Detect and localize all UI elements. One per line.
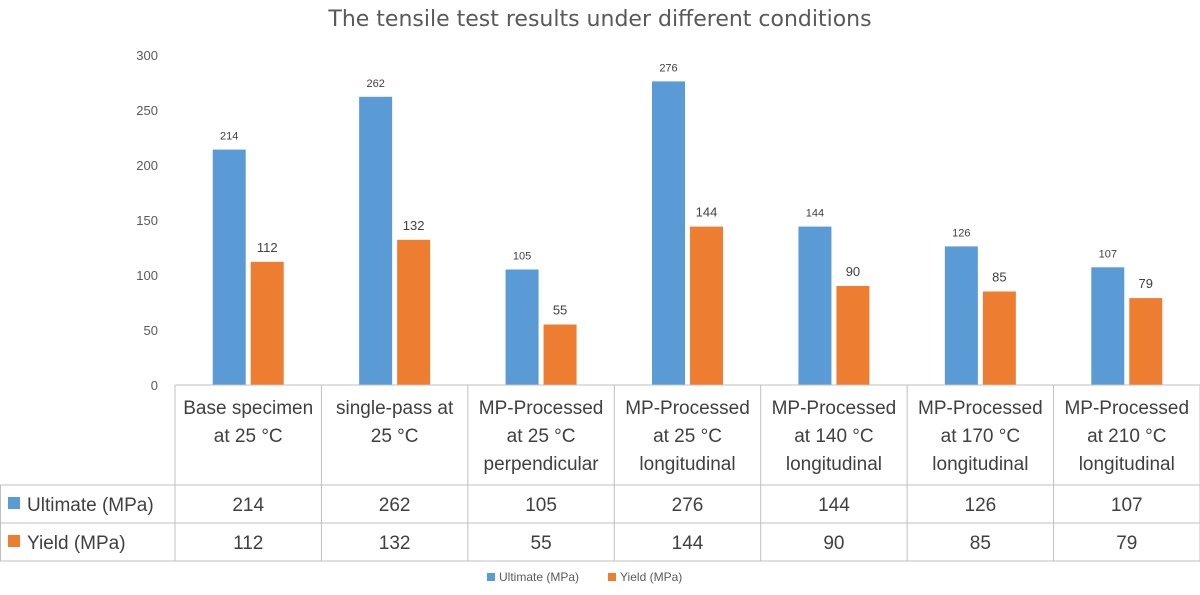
category-label-0: Base specimen at 25 °C — [183, 398, 313, 447]
bar-ultimate-3 — [652, 81, 685, 386]
data-label-ultimate-1: 262 — [366, 78, 384, 90]
data-table: Base specimen at 25 °C single-pass at 25 °C… — [0, 384, 1200, 562]
category-label-line: at 25 °C — [214, 426, 283, 447]
bar-yield-5 — [982, 291, 1016, 385]
bar-ultimate-6 — [1091, 267, 1125, 385]
category-label-line: 25 °C — [371, 426, 419, 447]
row-key-ultimate — [8, 497, 20, 509]
y-axis: 0 50 100 150 200 250 300 — [136, 48, 158, 393]
bar-yield-0 — [250, 261, 284, 385]
row-key-yield — [8, 535, 20, 547]
table-value-yield-6: 79 — [1116, 533, 1137, 554]
category-label-6: MP-Processed at 210 °C longitudinal — [1064, 398, 1189, 475]
table-value-yield-4: 90 — [823, 533, 844, 554]
y-tick-label-0: 0 — [151, 378, 158, 393]
category-label-line: longitudinal — [1079, 454, 1175, 475]
data-label-ultimate-3: 276 — [659, 62, 677, 74]
legend-swatch-yield — [608, 573, 616, 581]
data-label-ultimate-5: 126 — [952, 227, 970, 239]
bar-yield-2 — [543, 324, 577, 385]
y-tick-label-2: 100 — [136, 268, 158, 283]
bar-ultimate-4 — [798, 226, 832, 385]
category-label-line: perpendicular — [484, 454, 600, 475]
y-tick-label-1: 50 — [144, 323, 158, 338]
legend: Ultimate (MPa) Yield (MPa) — [487, 570, 682, 584]
bar-ultimate-5 — [944, 246, 978, 385]
bar-yield-6 — [1129, 298, 1163, 385]
table-value-ultimate-5: 126 — [965, 495, 997, 516]
y-tick-label-5: 250 — [136, 103, 158, 118]
table-value-yield-3: 144 — [672, 533, 704, 554]
category-label-line: MP-Processed — [479, 398, 604, 419]
legend-label-yield: Yield (MPa) — [620, 570, 682, 584]
bar-ultimate-2 — [505, 269, 539, 385]
table-value-ultimate-6: 107 — [1111, 495, 1143, 516]
table-value-ultimate-3: 276 — [672, 495, 704, 516]
data-label-yield-6: 79 — [1139, 276, 1153, 291]
data-label-yield-4: 90 — [846, 264, 860, 279]
legend-swatch-ultimate — [487, 573, 495, 581]
y-tick-label-4: 200 — [136, 158, 158, 173]
chart-title: The tensile test results under different… — [327, 7, 871, 32]
data-label-ultimate-2: 105 — [513, 251, 531, 263]
table-value-yield-5: 85 — [970, 533, 991, 554]
bar-ultimate-1 — [359, 96, 393, 386]
data-label-ultimate-4: 144 — [806, 208, 824, 220]
category-label-line: Base specimen — [183, 398, 313, 419]
data-label-yield-1: 132 — [403, 218, 425, 233]
data-label-yield-3: 144 — [696, 205, 718, 220]
data-label-ultimate-6: 107 — [1099, 248, 1117, 260]
data-label-yield-5: 85 — [992, 270, 1006, 285]
category-label-line: at 140 °C — [794, 426, 873, 447]
table-value-yield-1: 132 — [379, 533, 411, 554]
bar-yield-3 — [690, 226, 723, 385]
category-label-line: MP-Processed — [918, 398, 1043, 419]
category-label-line: longitudinal — [786, 454, 882, 475]
table-value-yield-2: 55 — [531, 533, 552, 554]
table-value-ultimate-2: 105 — [525, 495, 557, 516]
category-label-line: longitudinal — [639, 454, 735, 475]
category-label-2: MP-Processed at 25 °C perpendicular — [479, 398, 604, 475]
data-label-ultimate-0: 214 — [220, 131, 238, 143]
table-value-yield-0: 112 — [233, 533, 263, 554]
category-label-5: MP-Processed at 170 °C longitudinal — [918, 398, 1043, 475]
table-value-ultimate-1: 262 — [379, 495, 411, 516]
table-value-ultimate-0: 214 — [232, 495, 264, 516]
bar-yield-4 — [836, 286, 870, 385]
data-label-yield-0: 112 — [257, 240, 278, 255]
legend-label-ultimate: Ultimate (MPa) — [499, 570, 579, 584]
category-label-line: at 25 °C — [507, 426, 576, 447]
y-tick-label-3: 150 — [136, 213, 158, 228]
category-label-line: at 25 °C — [653, 426, 722, 447]
category-label-4: MP-Processed at 140 °C longitudinal — [772, 398, 897, 475]
y-tick-label-6: 300 — [136, 48, 158, 63]
category-label-3: MP-Processed at 25 °C longitudinal — [625, 398, 750, 475]
data-label-yield-2: 55 — [553, 303, 567, 318]
category-label-1: single-pass at 25 °C — [336, 398, 454, 447]
category-label-line: at 210 °C — [1087, 426, 1166, 447]
category-label-line: MP-Processed — [625, 398, 750, 419]
table-value-ultimate-4: 144 — [818, 495, 850, 516]
bar-yield-1 — [397, 239, 431, 385]
category-label-line: at 170 °C — [941, 426, 1020, 447]
bars-group: 214 112 262 132 105 55 276 144 144 90 126 85 107 79 — [212, 62, 1163, 386]
row-label-yield: Yield (MPa) — [27, 533, 126, 554]
category-label-line: MP-Processed — [1064, 398, 1189, 419]
row-label-ultimate: Ultimate (MPa) — [27, 495, 154, 516]
bar-ultimate-0 — [212, 149, 246, 385]
category-label-line: MP-Processed — [772, 398, 897, 419]
category-label-line: longitudinal — [932, 454, 1028, 475]
category-label-line: single-pass at — [336, 398, 454, 419]
